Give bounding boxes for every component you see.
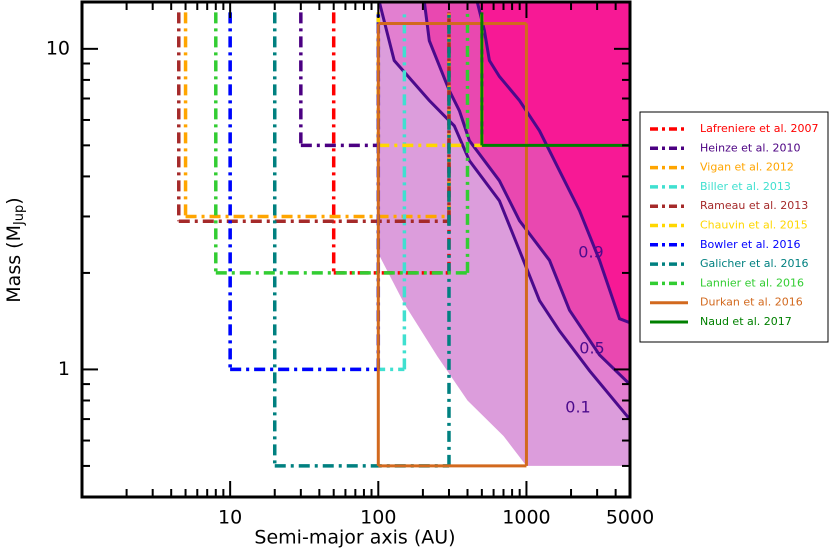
contour-label: 0.5 xyxy=(579,339,604,358)
contour-label: 0.1 xyxy=(565,398,590,417)
x-tick-label: 5000 xyxy=(606,507,654,529)
y-label-main: Mass (M xyxy=(3,225,25,303)
y-tick-label: 1 xyxy=(58,358,70,380)
plot-area xyxy=(177,2,630,497)
legend-label: Lannier et al. 2016 xyxy=(700,276,804,289)
contour-line xyxy=(423,2,630,386)
legend-label: Durkan et al. 2016 xyxy=(700,296,803,309)
contour-line xyxy=(476,2,630,324)
y-axis-label: Mass (MJup) xyxy=(3,197,27,302)
legend-label: Chauvin et al. 2015 xyxy=(700,219,808,232)
x-tick-label: 10 xyxy=(218,507,242,529)
legend-label: Lafreniere et al. 2007 xyxy=(700,122,819,135)
legend-label: Galicher et al. 2016 xyxy=(700,257,809,270)
legend-label: Vigan et al. 2012 xyxy=(700,161,794,174)
x-tick-label: 100 xyxy=(360,507,396,529)
x-tick-label: 1000 xyxy=(502,507,550,529)
contour-label: 0.9 xyxy=(578,243,603,262)
legend-label: Naud et al. 2017 xyxy=(700,315,792,328)
axes: 0.1 0.5 0.9 10 100 1000 5000 1 10 xyxy=(46,0,654,529)
y-label-sub: Jup xyxy=(12,205,27,226)
legend-label: Rameau et al. 2013 xyxy=(700,199,808,212)
legend-label: Biller et al. 2013 xyxy=(700,180,791,193)
legend: Lafreniere et al. 2007 Heinze et al. 2010… xyxy=(639,111,829,343)
y-tick-label: 10 xyxy=(46,37,70,59)
y-label-tail: ) xyxy=(3,197,25,204)
excluded-fill xyxy=(481,2,630,146)
legend-label: Bowler et al. 2016 xyxy=(700,238,800,251)
legend-label: Heinze et al. 2010 xyxy=(700,141,800,154)
x-axis-label: Semi-major axis (AU) xyxy=(254,527,455,549)
contour-line xyxy=(378,2,630,421)
